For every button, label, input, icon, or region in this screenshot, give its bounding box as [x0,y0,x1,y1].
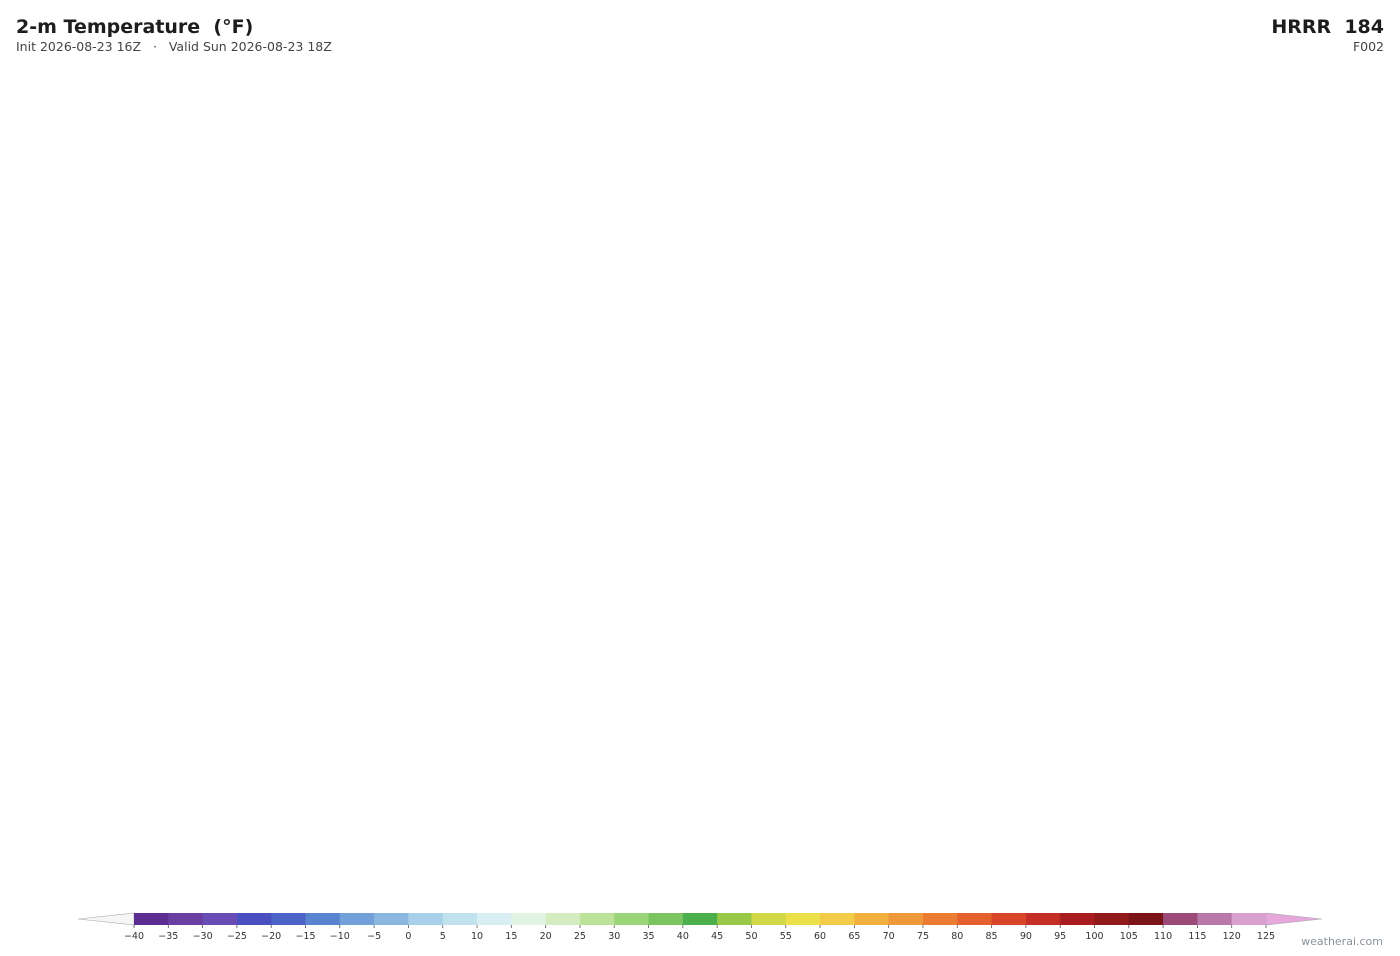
colorbar-bin [751,913,787,925]
colorbar-bin [614,913,649,925]
colorbar-tick-label: 20 [540,931,552,942]
colorbar-tick-label: −25 [227,931,247,942]
colorbar-tick-label: −10 [330,931,350,942]
colorbar-bin [1128,913,1164,925]
colorbar-bin [1231,913,1267,925]
colorbar-bin [442,913,478,925]
colorbar-bin [579,913,615,925]
colorbar-bin [168,913,204,925]
colorbar-tick-label: 120 [1223,931,1241,942]
colorbar-tick-label: 50 [745,931,757,942]
colorbar-tick-label: 70 [883,931,895,942]
colorbar-tick-label: 0 [405,931,411,942]
title: 2-m Temperature (°F) [16,16,254,38]
colorbar-bin [785,913,821,925]
forecast-hour: F002 [1352,39,1384,54]
colorbar-tick-label: 60 [814,931,826,942]
colorbar-tick-label: 80 [951,931,963,942]
colorbar-bin [922,913,958,925]
colorbar-bin [271,913,306,925]
colorbar-tick-label: 85 [986,931,998,942]
colorbar-tick-label: 35 [642,931,654,942]
colorbar-tick-label: 30 [608,931,620,942]
colorbar-bin [202,913,238,925]
colorbar-bin [1025,913,1061,925]
credit: weatherai.com [1301,935,1383,948]
colorbar-tick-label: 90 [1020,931,1032,942]
colorbar-tick-label: −35 [158,931,178,942]
colorbar-bin [305,913,341,925]
colorbar-tick-label: 65 [848,931,860,942]
colorbar-tick-label: 55 [780,931,792,942]
coastlines [109,149,1201,861]
colorbar-tick-label: −5 [367,931,381,942]
colorbar-bin [820,913,855,925]
colorbar-bin [1060,913,1095,925]
temperature-field [8,70,1384,858]
colorbar-tick-label: 25 [574,931,586,942]
colorbar-under [77,912,135,926]
subtitle: Init 2026-08-23 16Z · Valid Sun 2026-08-… [16,39,332,54]
colorbar-over [1265,912,1323,926]
colorbar: −40 −35 −30 −25 −20 −15 −10 −5 0 5 10 15 20 25 30 35 40 4… [77,912,1323,942]
state-borders [119,157,1101,601]
colorbar-bin [957,913,992,925]
map-frame [0,62,1400,883]
colorbar-bin [648,913,684,925]
colorbar-bin [477,913,512,925]
colorbar-bin [888,913,924,925]
colorbar-bin [991,913,1027,925]
colorbar-tick-label: 125 [1257,931,1275,942]
colorbar-tick-label: −20 [261,931,281,942]
colorbar-tick-label: 110 [1154,931,1172,942]
colorbar-tick-label: 40 [677,931,689,942]
colorbar-bin [134,913,169,925]
colorbar-bin [374,913,409,925]
colorbar-bin [1094,913,1130,925]
colorbar-bin [1197,913,1233,925]
colorbar-tick-label: 45 [711,931,723,942]
colorbar-tick-label: 115 [1188,931,1206,942]
colorbar-bin [511,913,547,925]
colorbar-bin [408,913,444,925]
colorbar-bin [545,913,581,925]
colorbar-bin [1163,913,1198,925]
colorbar-bin [854,913,890,925]
colorbar-tick-label: 75 [917,931,929,942]
colorbar-tick-label: −40 [124,931,144,942]
colorbar-tick-label: 100 [1085,931,1103,942]
colorbar-bin [682,913,718,925]
colorbar-tick-label: 10 [471,931,483,942]
colorbar-tick-label: 15 [505,931,517,942]
colorbar-bin [236,913,272,925]
model-name: HRRR 184 [1271,16,1384,38]
colorbar-tick-label: 5 [440,931,446,942]
colorbar-tick-label: 105 [1120,931,1138,942]
colorbar-bin [339,913,375,925]
colorbar-bin [717,913,752,925]
colorbar-tick-label: −15 [295,931,315,942]
colorbar-tick-label: 95 [1054,931,1066,942]
colorbar-tick-label: −30 [193,931,213,942]
